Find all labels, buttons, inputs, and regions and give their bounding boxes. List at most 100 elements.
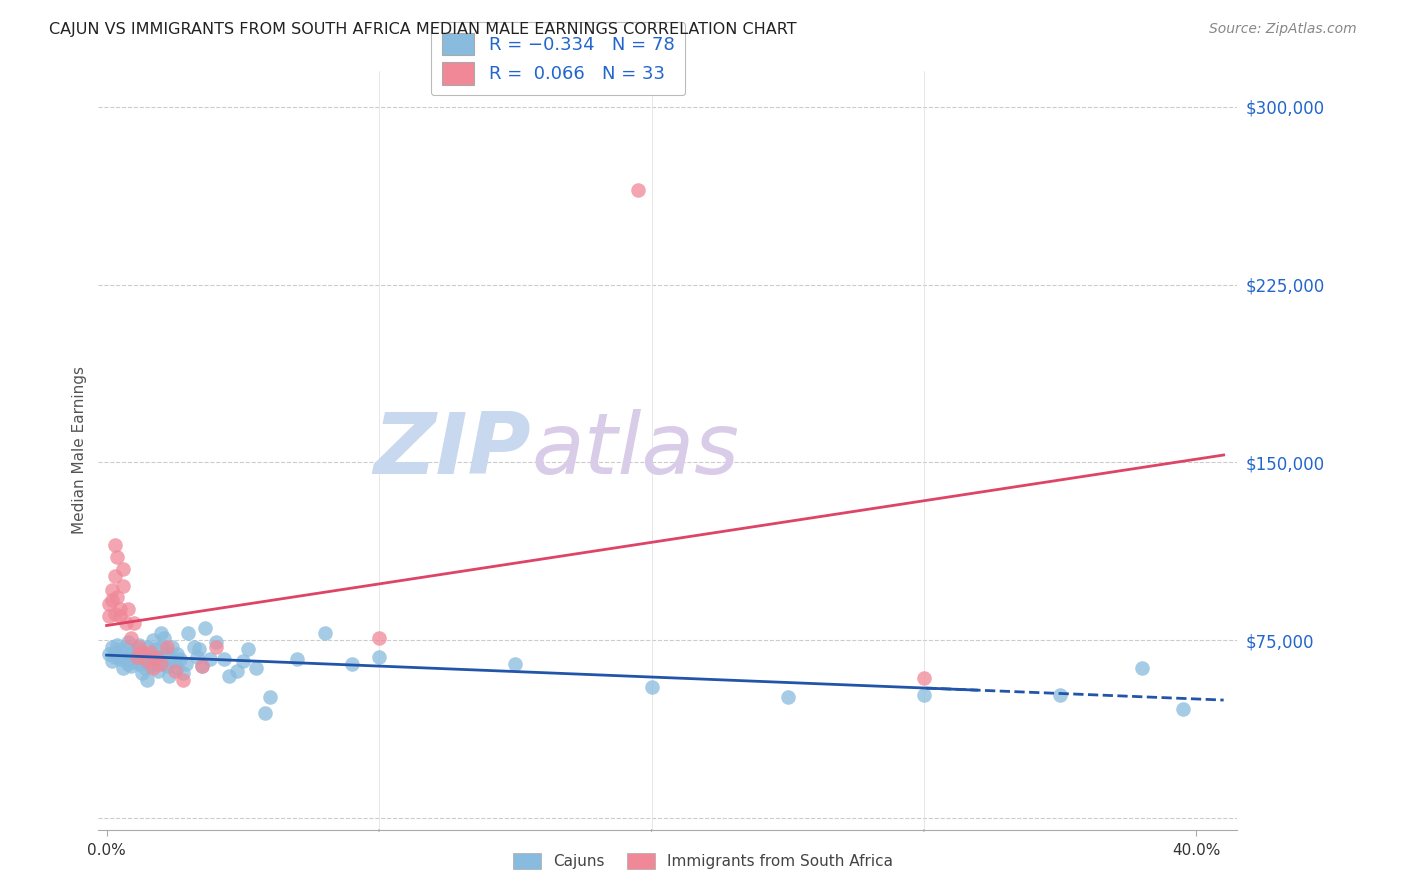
Point <box>98 647 121 661</box>
Point <box>148 649 170 664</box>
Point <box>340 657 363 671</box>
Point <box>114 652 136 666</box>
Point <box>177 626 200 640</box>
Point <box>148 664 170 678</box>
Point <box>145 649 167 664</box>
Point <box>117 635 139 649</box>
Point <box>136 654 159 668</box>
Point <box>110 602 132 616</box>
Point <box>110 642 132 657</box>
Point <box>503 657 526 671</box>
Point <box>640 681 662 695</box>
Point <box>101 640 124 654</box>
Point <box>107 647 129 661</box>
Point <box>150 626 173 640</box>
Point <box>104 649 127 664</box>
Point <box>163 664 186 678</box>
Point <box>226 664 249 678</box>
Point <box>188 642 211 657</box>
Point <box>238 642 260 657</box>
Point <box>107 550 129 565</box>
Point <box>166 647 188 661</box>
Point <box>368 631 391 645</box>
Point <box>172 666 194 681</box>
Point <box>125 642 148 657</box>
Point <box>314 626 336 640</box>
Point <box>157 668 180 682</box>
Point <box>191 659 214 673</box>
Point <box>110 652 132 666</box>
Point <box>145 657 167 671</box>
Point <box>98 609 121 624</box>
Point <box>912 671 935 685</box>
Point <box>245 661 267 675</box>
Text: atlas: atlas <box>531 409 740 492</box>
Point <box>153 631 176 645</box>
Point <box>204 635 226 649</box>
Point <box>139 645 162 659</box>
Point <box>125 649 148 664</box>
Point <box>117 657 139 671</box>
Point <box>136 673 159 688</box>
Point <box>114 616 136 631</box>
Point <box>186 649 208 664</box>
Point <box>104 538 127 552</box>
Point <box>155 640 177 654</box>
Point <box>204 640 226 654</box>
Point <box>627 183 650 197</box>
Point <box>128 657 150 671</box>
Point <box>169 652 191 666</box>
Point <box>150 657 173 671</box>
Point <box>111 562 134 576</box>
Point <box>122 616 145 631</box>
Point <box>111 649 134 664</box>
Point <box>218 668 240 682</box>
Point <box>110 609 132 624</box>
Point <box>128 640 150 654</box>
Point <box>120 647 142 661</box>
Point <box>120 659 142 673</box>
Point <box>145 642 167 657</box>
Point <box>142 652 165 666</box>
Point <box>163 654 186 668</box>
Point <box>153 657 176 671</box>
Point <box>134 649 156 664</box>
Point <box>191 659 214 673</box>
Point <box>117 602 139 616</box>
Point <box>368 649 391 664</box>
Point <box>155 659 177 673</box>
Y-axis label: Median Male Earnings: Median Male Earnings <box>72 367 87 534</box>
Point <box>1049 688 1071 702</box>
Point <box>285 652 308 666</box>
Point <box>122 645 145 659</box>
Point <box>174 657 197 671</box>
Point <box>114 640 136 654</box>
Point <box>139 647 162 661</box>
Point <box>131 666 153 681</box>
Point <box>776 690 799 704</box>
Point <box>253 706 276 721</box>
Point <box>107 638 129 652</box>
Text: CAJUN VS IMMIGRANTS FROM SOUTH AFRICA MEDIAN MALE EARNINGS CORRELATION CHART: CAJUN VS IMMIGRANTS FROM SOUTH AFRICA ME… <box>49 22 797 37</box>
Point <box>136 640 159 654</box>
Point <box>194 621 217 635</box>
Point <box>142 633 165 648</box>
Point <box>139 659 162 673</box>
Point <box>172 673 194 688</box>
Legend: Cajuns, Immigrants from South Africa: Cajuns, Immigrants from South Africa <box>508 847 898 875</box>
Point <box>134 661 156 675</box>
Point <box>212 652 235 666</box>
Point <box>128 638 150 652</box>
Point <box>1130 661 1153 675</box>
Point <box>104 645 127 659</box>
Point <box>111 578 134 592</box>
Point <box>101 654 124 668</box>
Point <box>232 654 254 668</box>
Point <box>98 598 121 612</box>
Point <box>122 654 145 668</box>
Point <box>104 607 127 621</box>
Point <box>259 690 281 704</box>
Text: ZIP: ZIP <box>374 409 531 492</box>
Point <box>111 661 134 675</box>
Point <box>166 661 188 675</box>
